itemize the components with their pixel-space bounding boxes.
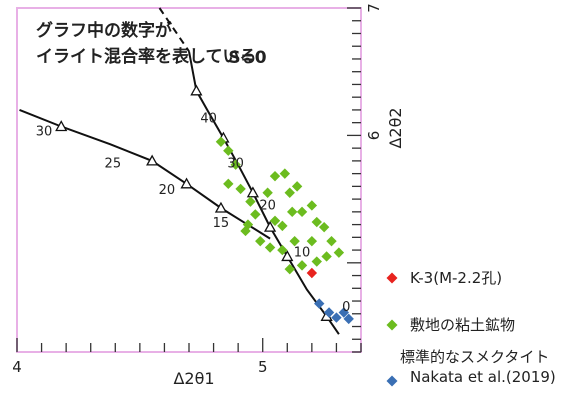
curve-marker-triangle (146, 154, 159, 166)
data-point (306, 200, 318, 211)
percent-label: 20 (159, 183, 176, 198)
data-point (306, 267, 318, 279)
curve-label-s0: S=0 (228, 48, 266, 68)
data-point (291, 181, 303, 192)
x-tick-label: 5 (258, 358, 268, 376)
curve-shallow (19, 108, 271, 240)
data-point (306, 235, 318, 247)
data-point (343, 313, 354, 325)
legend-label: K-3(M-2.2孔) (410, 269, 502, 287)
curves-group (19, 7, 340, 335)
data-point (269, 170, 281, 182)
percent-label: 25 (105, 156, 122, 171)
percent-label: 30 (227, 156, 244, 171)
data-point (311, 216, 322, 228)
data-point (215, 136, 227, 147)
data-point (338, 307, 349, 318)
y-axis-label: Δ2θ2 (386, 107, 405, 148)
percent-label: 15 (213, 216, 230, 231)
data-point (284, 263, 295, 275)
x-tick-label: 4 (12, 358, 22, 376)
data-point (250, 209, 261, 220)
data-point (314, 298, 325, 309)
legend-marker (386, 375, 398, 387)
curve-labels-group: S=0 40 30 20 10 0 30 25 20 15 (36, 48, 351, 315)
chart-title-line-1: グラフ中の数字が (36, 20, 172, 41)
data-point (279, 168, 291, 179)
data-point (311, 256, 322, 267)
curve-marker-triangle (180, 177, 193, 189)
data-point (277, 220, 288, 232)
data-point (262, 187, 273, 198)
data-point (223, 145, 234, 156)
legend-label: 標準的なスメクタイト (400, 348, 549, 366)
data-point (318, 221, 330, 233)
data-point (323, 307, 335, 318)
curve-marker-triangle (246, 186, 259, 198)
legend-marker (386, 272, 398, 284)
data-point (321, 251, 332, 262)
curve-marker-triangle (190, 84, 203, 96)
data-point (230, 159, 241, 170)
x-axis-label: Δ2θ1 (173, 369, 214, 388)
axes-group: 4 5 6 7 Δ2θ1 Δ2θ2 (12, 3, 405, 388)
percent-label: 10 (294, 245, 311, 260)
data-point (223, 178, 234, 190)
data-point (289, 235, 300, 247)
data-point (333, 247, 345, 258)
data-points-group (215, 136, 354, 325)
data-point (296, 206, 308, 218)
data-point (242, 219, 254, 230)
curve-marker-triangle (55, 120, 68, 132)
data-point (277, 244, 288, 256)
percent-label: 30 (36, 124, 53, 139)
y-tick-label: 7 (365, 3, 383, 13)
percent-label: 20 (259, 198, 276, 213)
data-point (255, 235, 266, 247)
data-point (245, 196, 256, 207)
curve-marker-triangle (214, 201, 228, 213)
curve-marker-triangle (263, 220, 277, 232)
curve-dashed-extension (158, 7, 190, 52)
data-point (284, 187, 295, 198)
data-point (326, 235, 337, 247)
data-point (296, 260, 308, 271)
percent-label: 40 (200, 112, 217, 127)
plot-frame (16, 7, 362, 353)
legend-label: Nakata et al.(2019) (410, 368, 556, 386)
curve-marker-triangle (281, 250, 294, 262)
data-point (287, 206, 298, 218)
legend-marker (386, 319, 398, 331)
percent-label: 0 (342, 300, 350, 315)
chart-title-line-2: イライト混合率を表している (36, 46, 257, 67)
data-point (264, 242, 276, 253)
data-point (331, 312, 342, 323)
legend-label: 敷地の粘土鉱物 (410, 316, 515, 334)
data-point (269, 215, 281, 226)
data-point (235, 183, 246, 195)
y-tick-label: 6 (365, 131, 383, 141)
